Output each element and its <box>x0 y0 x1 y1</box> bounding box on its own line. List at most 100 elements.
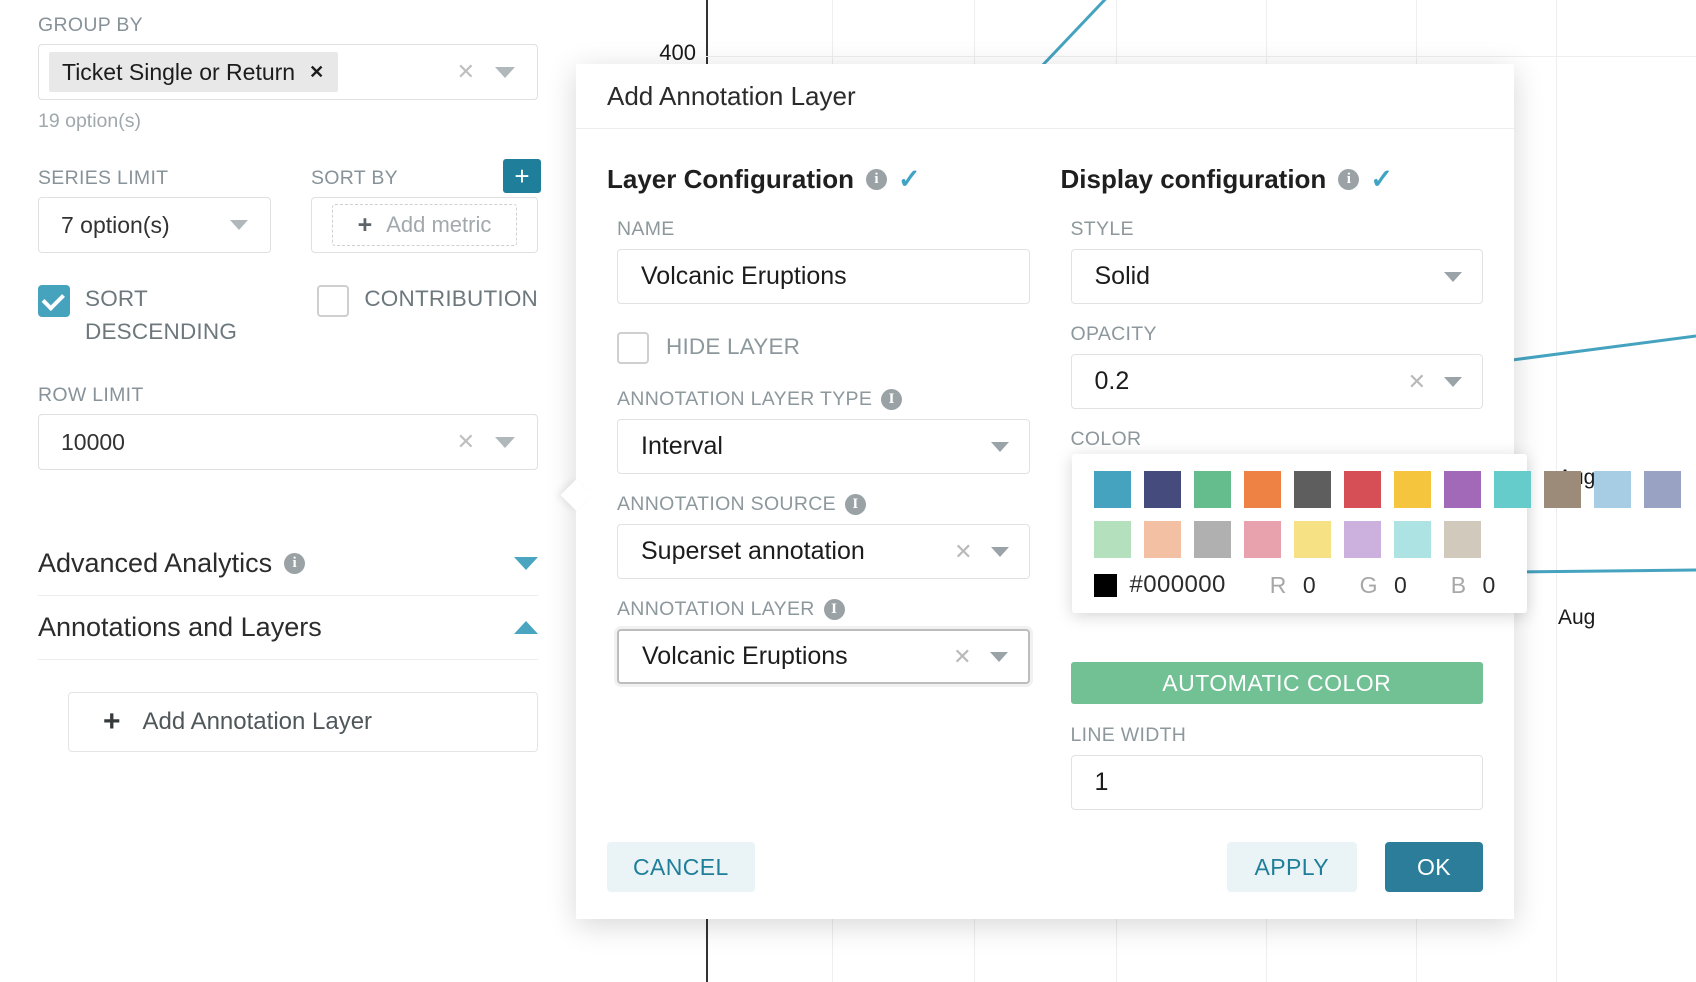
chevron-down-icon[interactable] <box>990 441 1009 452</box>
annotation-layer-type-label: ANNOTATION LAYER TYPE <box>617 388 873 410</box>
color-swatch[interactable] <box>1643 471 1681 508</box>
color-swatch[interactable] <box>1193 471 1231 508</box>
line-width-input[interactable]: 1 <box>1070 755 1483 810</box>
add-sort-button[interactable]: + <box>503 159 541 193</box>
plus-icon: + <box>103 705 121 739</box>
add-metric-button[interactable]: + Add metric <box>331 204 517 246</box>
plus-icon: + <box>357 210 373 239</box>
style-value: Solid <box>1094 262 1151 290</box>
sort-by-field[interactable]: + Add metric <box>310 197 538 253</box>
clear-icon[interactable]: ✕ <box>953 643 972 669</box>
color-swatch[interactable] <box>1493 471 1531 508</box>
ok-button[interactable]: OK <box>1384 842 1483 892</box>
chevron-down-icon[interactable] <box>229 220 248 230</box>
layer-configuration-heading: Layer Configuration i ✓ <box>607 164 1030 195</box>
clear-icon[interactable]: ✕ <box>456 429 475 455</box>
annotation-layer-value: Volcanic Eruptions <box>642 642 848 670</box>
current-color-preview <box>1093 573 1117 597</box>
sort-descending-label: SORT DESCENDING <box>85 286 238 344</box>
color-swatch[interactable] <box>1443 521 1481 558</box>
color-swatch[interactable] <box>1543 471 1581 508</box>
color-swatch[interactable] <box>1193 521 1231 558</box>
info-icon[interactable]: i <box>1338 169 1360 190</box>
chart-y-tick-label: 400 <box>659 40 696 65</box>
add-annotation-layer-label: Add Annotation Layer <box>142 708 373 736</box>
add-annotation-layer-button[interactable]: + Add Annotation Layer <box>68 692 538 753</box>
chevron-down-icon[interactable] <box>1444 271 1462 282</box>
checkbox-unchecked-icon[interactable] <box>317 285 350 317</box>
color-swatch[interactable] <box>1093 471 1131 508</box>
chevron-down-icon[interactable] <box>495 436 515 448</box>
channel-g-value: 0 <box>1393 571 1407 598</box>
color-swatch[interactable] <box>1343 521 1381 558</box>
chevron-down-icon[interactable] <box>514 557 538 571</box>
sort-descending-checkbox-row[interactable]: SORT DESCENDING <box>38 283 265 348</box>
checkbox-unchecked-icon[interactable] <box>617 332 649 364</box>
group-by-select[interactable]: Ticket Single or Return ✕ ✕ <box>38 44 538 100</box>
annotation-layer-type-select[interactable]: Interval <box>617 419 1030 474</box>
annotation-source-select[interactable]: Superset annotation ✕ <box>617 524 1030 579</box>
style-select[interactable]: Solid <box>1070 249 1483 304</box>
automatic-color-button[interactable]: AUTOMATIC COLOR <box>1070 662 1483 704</box>
hide-layer-checkbox-row[interactable]: HIDE LAYER <box>617 330 1030 364</box>
cancel-button[interactable]: CANCEL <box>607 842 755 892</box>
channel-r-label: R <box>1269 571 1287 598</box>
color-swatch[interactable] <box>1093 521 1131 558</box>
color-swatch[interactable] <box>1443 471 1481 508</box>
info-icon[interactable]: i <box>881 389 903 410</box>
annotation-source-value: Superset annotation <box>641 537 865 565</box>
info-icon[interactable]: i <box>823 599 845 620</box>
group-by-tag[interactable]: Ticket Single or Return ✕ <box>49 52 339 92</box>
color-swatch[interactable] <box>1593 471 1631 508</box>
chevron-down-icon[interactable] <box>1444 376 1462 387</box>
field-annotation-layer-type: ANNOTATION LAYER TYPE i Interval <box>617 388 1030 474</box>
group-by-tag-label: Ticket Single or Return <box>62 58 296 85</box>
opacity-label: OPACITY <box>1070 323 1157 345</box>
color-swatch[interactable] <box>1343 471 1381 508</box>
section-advanced-analytics[interactable]: Advanced Analytics i <box>38 532 538 597</box>
color-swatch[interactable] <box>1243 521 1281 558</box>
color-swatch[interactable] <box>1393 521 1431 558</box>
chart-series-line <box>1514 568 1696 574</box>
clear-icon[interactable]: ✕ <box>954 538 973 564</box>
field-style: STYLE Solid <box>1070 218 1483 304</box>
line-width-label: LINE WIDTH <box>1070 724 1187 746</box>
field-color: COLOR <box>1071 428 1681 643</box>
line-width-value: 1 <box>1094 768 1109 796</box>
series-limit-value: 7 option(s) <box>61 211 170 238</box>
field-line-width: LINE WIDTH 1 <box>1070 724 1483 810</box>
chevron-down-icon[interactable] <box>989 651 1008 662</box>
color-swatch[interactable] <box>1293 521 1331 558</box>
contribution-checkbox-row[interactable]: CONTRIBUTION <box>317 283 538 348</box>
color-swatch[interactable] <box>1143 521 1181 558</box>
apply-button[interactable]: APPLY <box>1226 842 1357 892</box>
checkbox-checked-icon[interactable] <box>38 285 70 317</box>
clear-icon[interactable]: ✕ <box>456 59 475 84</box>
plus-icon: + <box>514 161 530 191</box>
info-icon[interactable]: i <box>284 553 306 575</box>
chevron-down-icon[interactable] <box>990 546 1009 557</box>
channel-b-label: B <box>1450 571 1467 598</box>
row-limit-select[interactable]: 10000 ✕ <box>38 414 538 471</box>
chevron-down-icon[interactable] <box>495 66 515 78</box>
field-name: NAME Volcanic Eruptions <box>617 218 1030 304</box>
color-swatch[interactable] <box>1393 471 1431 508</box>
opacity-select[interactable]: 0.2 ✕ <box>1070 354 1483 409</box>
color-picker-popup[interactable]: #000000 R 0 G 0 B <box>1071 454 1681 613</box>
color-swatch[interactable] <box>1243 471 1281 508</box>
color-swatch[interactable] <box>1293 471 1331 508</box>
chevron-up-icon[interactable] <box>514 621 538 635</box>
clear-icon[interactable]: ✕ <box>1407 368 1426 394</box>
info-icon[interactable]: i <box>866 169 888 190</box>
name-input[interactable]: Volcanic Eruptions <box>617 249 1030 304</box>
modal-body: Layer Configuration i ✓ NAME Volcanic Er… <box>576 129 1681 829</box>
info-icon[interactable]: i <box>844 494 866 515</box>
display-configuration-title: Display configuration <box>1060 164 1327 194</box>
color-swatch[interactable] <box>1143 471 1181 508</box>
color-hex-value: #000000 <box>1129 571 1226 598</box>
annotation-layer-select[interactable]: Volcanic Eruptions ✕ <box>617 629 1030 684</box>
channel-b-value: 0 <box>1482 571 1496 598</box>
close-icon[interactable]: ✕ <box>309 61 325 82</box>
series-limit-select[interactable]: 7 option(s) <box>38 197 271 253</box>
section-annotations-and-layers[interactable]: Annotations and Layers <box>38 596 538 661</box>
